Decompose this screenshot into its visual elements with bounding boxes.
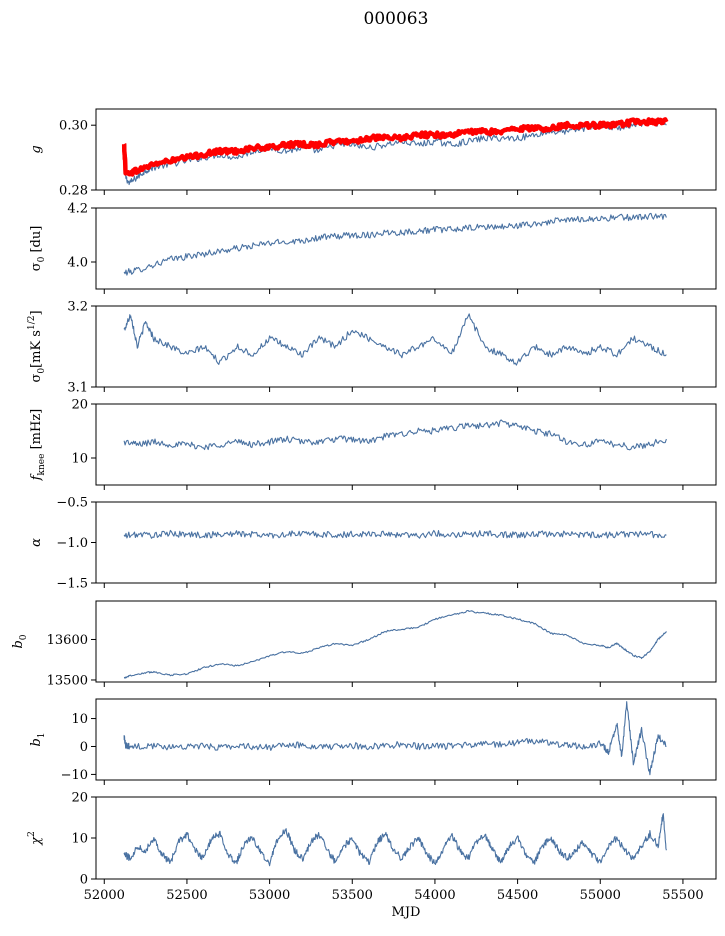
panel-4: 10 20 fknee [mHz] [29, 398, 717, 490]
x-tick-label: 53000 [249, 888, 290, 903]
y-tick-label: 20 [71, 791, 88, 806]
y-tick-label: 3.2 [67, 300, 88, 315]
panel-1: 0.28 0.30 g [29, 108, 717, 199]
axes-frame [95, 108, 717, 191]
x-tick-label: 52000 [84, 888, 125, 903]
x-tick-label: 52500 [166, 888, 207, 903]
y-tick-label: −10 [61, 768, 88, 783]
y-tick-label: 10 [71, 452, 88, 467]
y-axis-label: α [29, 538, 44, 547]
x-tick-label: 55000 [580, 888, 621, 903]
y-tick-label: 0 [80, 740, 88, 755]
y-tick-label: 13500 [47, 673, 88, 688]
y-tick-label: 3.1 [67, 381, 88, 396]
series-line-1 [123, 118, 667, 186]
y-tick-label: 4.0 [67, 256, 88, 271]
x-tick-label: 54500 [497, 888, 538, 903]
panel-8: 0 10 20 52000 52500 53000 53500 54000 54500 55000… [27, 791, 717, 920]
axes-frame [95, 207, 717, 290]
y-axis-label: fknee [mHz] [29, 409, 47, 482]
panels: 0.28 0.30 g 4.0 4.2 σ0 [du] 3.1 3.2 σ0[mK s1/2] 1… [11, 108, 717, 920]
y-tick-label: −0.5 [56, 496, 88, 511]
panel-2: 4.0 4.2 σ0 [du] [29, 202, 717, 294]
panel-7: −10 0 10 b1 [29, 698, 717, 785]
y-tick-label: 0.28 [59, 184, 88, 199]
x-tick-label: 55500 [662, 888, 703, 903]
y-tick-label: 13600 [47, 633, 88, 648]
y-tick-label: 4.2 [67, 202, 88, 217]
y-tick-label: 0.30 [59, 119, 88, 134]
y-tick-label: 10 [71, 712, 88, 727]
x-tick-label: 53500 [332, 888, 373, 903]
y-tick-label: 10 [71, 832, 88, 847]
panel-5: −1.5 −1.0 −0.5 α [29, 496, 717, 592]
series-line-1 [123, 529, 667, 539]
y-axis-label: χ2 [27, 831, 44, 846]
axes-frame [95, 600, 717, 683]
axes-frame [95, 501, 717, 584]
x-axis-label: MJD [392, 905, 421, 920]
y-axis-label: σ0 [du] [29, 226, 47, 272]
panel-6: 13500 13600 b0 [11, 600, 717, 688]
axes-frame [95, 305, 717, 388]
axes-frame [95, 698, 717, 781]
series-line-1 [123, 419, 667, 451]
y-tick-label: 0 [80, 873, 88, 888]
y-tick-label: −1.5 [56, 577, 88, 592]
axes-frame [95, 403, 717, 486]
y-axis-label: b1 [29, 732, 47, 746]
series-line-1 [123, 313, 667, 366]
y-tick-label: −1.0 [56, 536, 88, 551]
y-axis-label: b0 [11, 634, 29, 648]
panel-3: 3.1 3.2 σ0[mK s1/2] [27, 300, 717, 396]
series-line-2 [121, 117, 669, 177]
y-axis-label: σ0[mK s1/2] [27, 310, 47, 382]
figure-title: 000063 [364, 9, 429, 29]
series-line-1 [123, 813, 667, 867]
series-line-1 [123, 212, 667, 276]
series-line-1 [123, 701, 667, 776]
x-tick-label: 54000 [414, 888, 455, 903]
y-tick-label: 20 [71, 398, 88, 413]
series-line-1 [123, 609, 667, 679]
y-axis-label: g [29, 145, 44, 153]
